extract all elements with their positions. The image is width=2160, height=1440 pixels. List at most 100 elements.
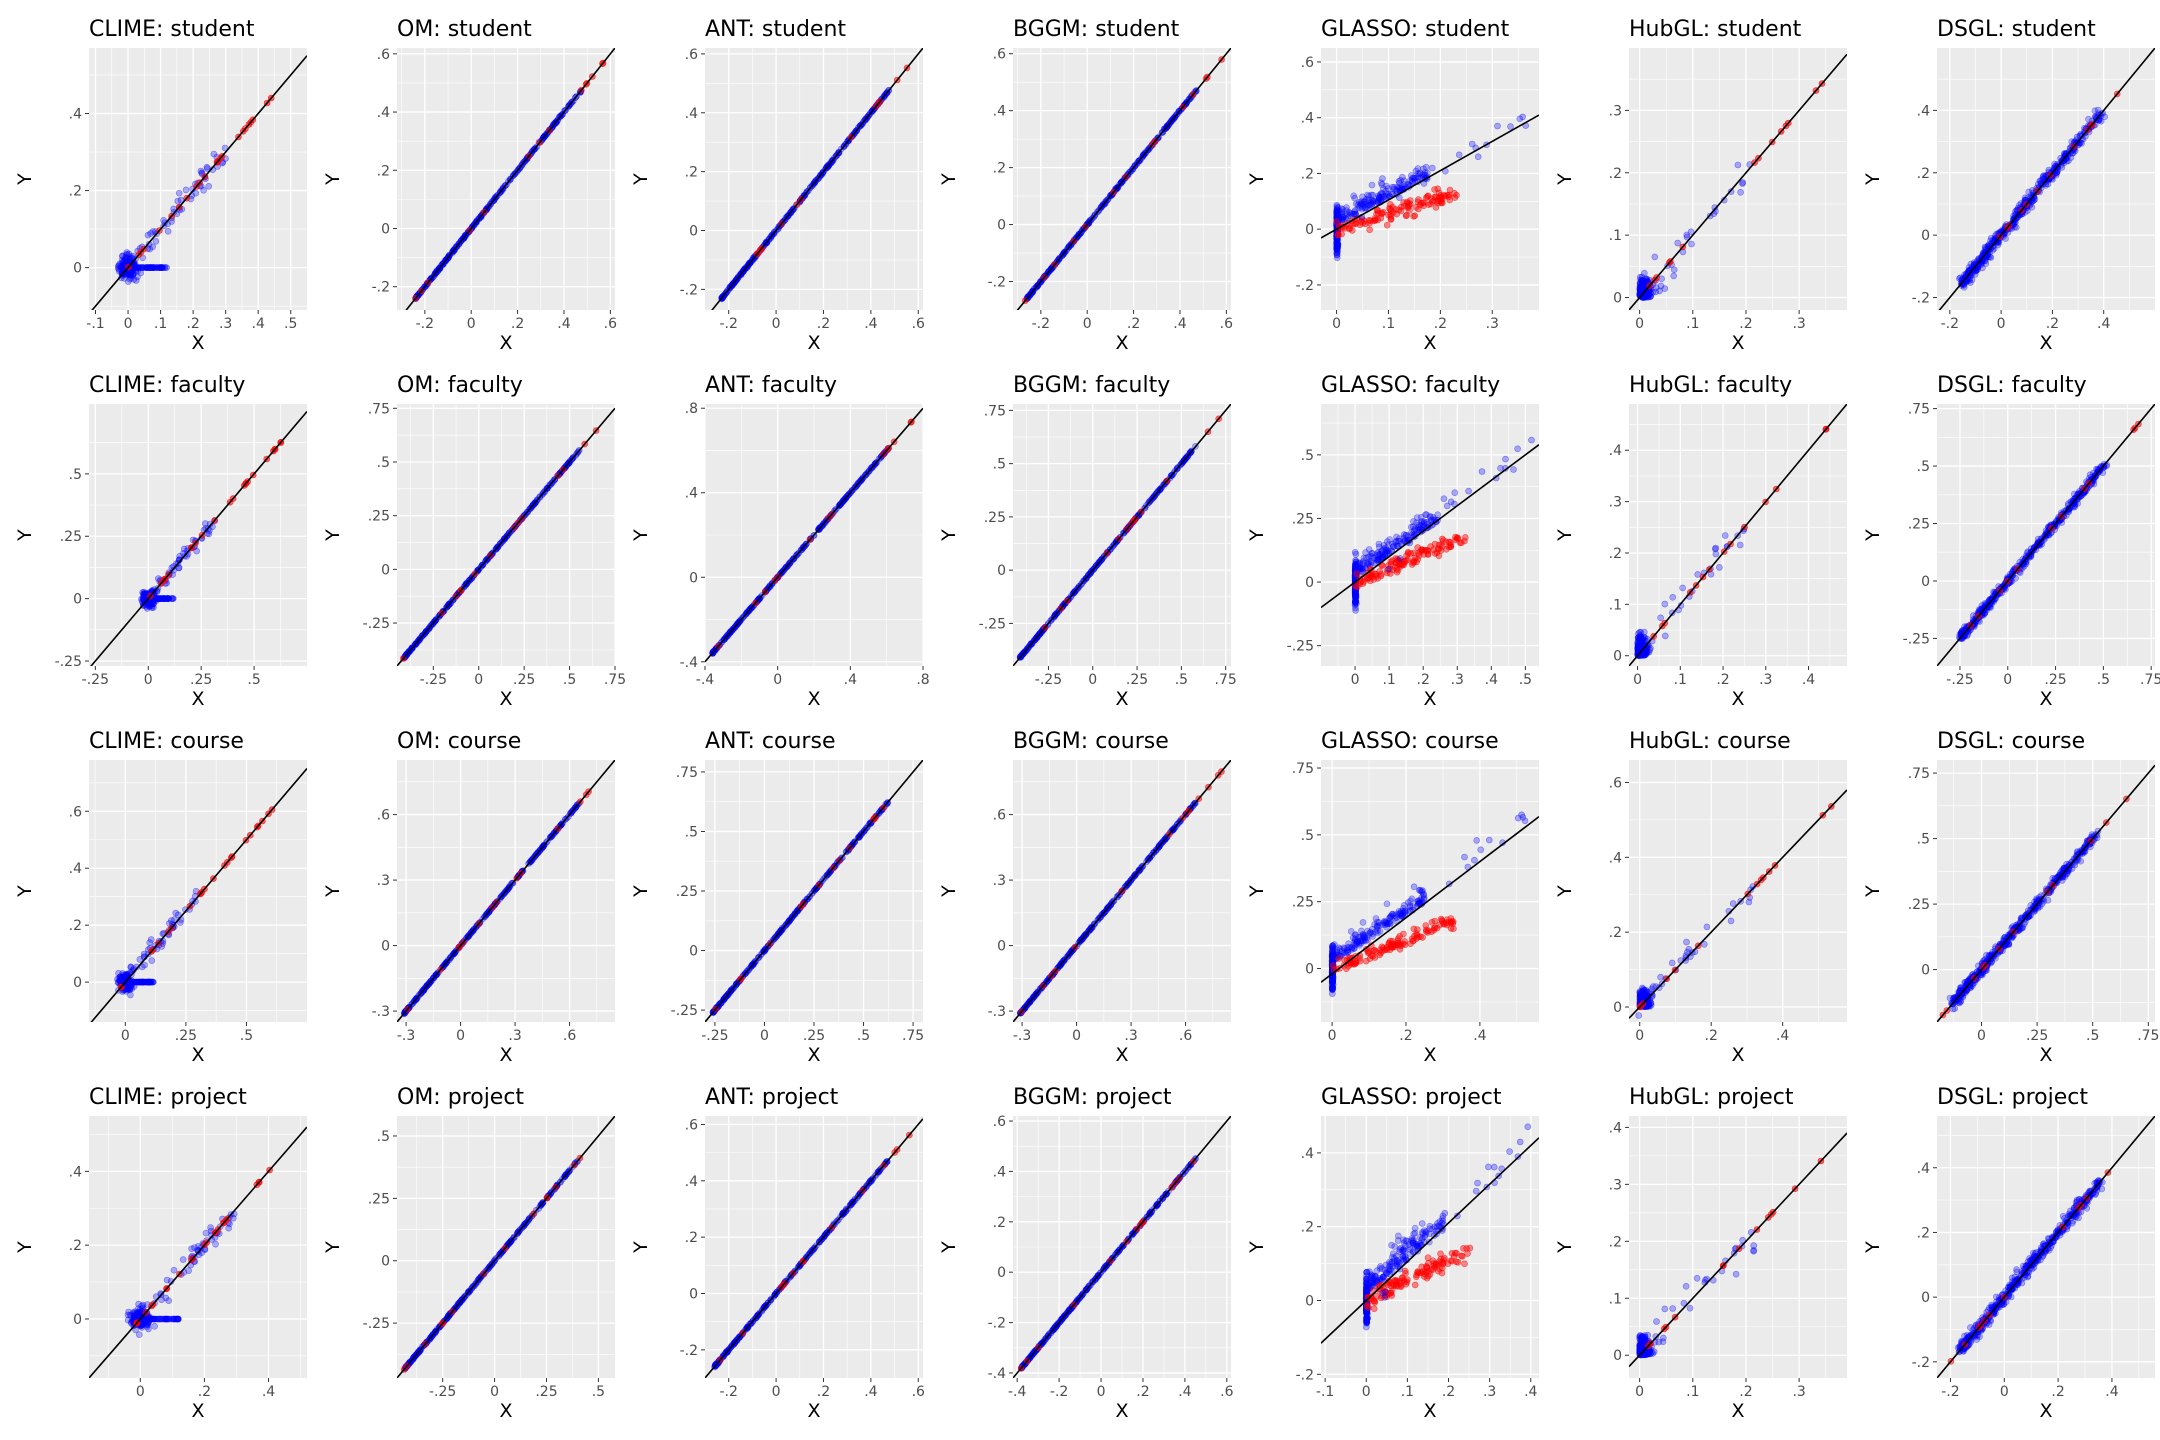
y-tick-label: .5 — [1301, 448, 1314, 464]
x-tick-label: .2 — [511, 316, 524, 332]
red-point — [1422, 546, 1430, 554]
x-tick-label: .3 — [1792, 316, 1805, 332]
blue-point — [1396, 555, 1404, 562]
blue-point — [143, 264, 151, 271]
blue-point — [154, 264, 161, 271]
blue-point — [1385, 565, 1392, 573]
y-tick-label: .6 — [685, 47, 698, 63]
blue-point — [1343, 204, 1350, 211]
red-point — [1393, 568, 1401, 576]
red-point — [1446, 186, 1454, 194]
blue-point — [114, 262, 122, 270]
y-tick-label: -.2 — [372, 280, 390, 296]
y-tick-label: -.2 — [1912, 291, 1930, 307]
x-tick-label: .5 — [563, 672, 576, 688]
blue-point — [143, 264, 150, 271]
y-tick-label: .4 — [993, 104, 1006, 120]
red-point — [1346, 225, 1353, 233]
blue-point — [146, 264, 153, 271]
y-tick-label: .3 — [1609, 103, 1622, 119]
blue-point — [1670, 266, 1678, 274]
blue-point — [1367, 552, 1374, 560]
y-tick-label: .5 — [993, 457, 1006, 473]
blue-point — [146, 264, 154, 271]
blue-point — [138, 264, 146, 271]
blue-point — [149, 264, 157, 271]
x-tick-label: .4 — [1802, 672, 1815, 688]
blue-point — [129, 271, 136, 278]
blue-point — [157, 264, 164, 271]
blue-point — [1368, 559, 1375, 567]
fit-line — [91, 55, 307, 310]
blue-point — [159, 264, 167, 271]
blue-point — [127, 274, 135, 282]
x-tick-label: .3 — [1451, 672, 1464, 688]
y-tick-label: .2 — [69, 184, 82, 200]
x-axis-label: X — [191, 332, 204, 354]
panel-title: OM: student — [397, 17, 532, 42]
x-tick-label: 0 — [1351, 672, 1360, 688]
y-tick-label: .3 — [1609, 495, 1622, 511]
x-axis-label: X — [807, 332, 820, 354]
blue-point — [151, 264, 159, 271]
blue-point — [1363, 195, 1370, 203]
blue-point — [132, 261, 139, 269]
blue-point — [1378, 181, 1386, 188]
blue-point — [117, 265, 125, 273]
blue-point — [129, 252, 137, 260]
panel-background — [1321, 404, 1539, 666]
blue-point — [115, 261, 123, 269]
x-tick-label: .2 — [1739, 316, 1752, 332]
blue-point — [119, 262, 126, 269]
y-tick-label: 0 — [1305, 575, 1314, 591]
y-tick-label: -.2 — [1296, 278, 1314, 294]
blue-point — [144, 264, 152, 271]
red-point — [1431, 186, 1438, 193]
y-tick-label: .4 — [377, 105, 390, 121]
red-point — [1410, 549, 1417, 557]
x-tick-label: .3 — [1759, 672, 1772, 688]
blue-point — [147, 230, 154, 237]
blue-point — [1411, 175, 1419, 182]
y-axis-label: Y — [322, 173, 344, 186]
y-tick-label: -.25 — [1287, 639, 1314, 655]
blue-point — [132, 277, 140, 284]
blue-point — [118, 262, 125, 270]
red-point — [1458, 539, 1465, 547]
blue-point — [126, 255, 134, 263]
x-tick-label: 0 — [144, 672, 153, 688]
blue-point — [148, 264, 155, 271]
blue-point — [174, 197, 182, 205]
blue-point — [1451, 489, 1459, 497]
blue-point — [118, 256, 126, 264]
blue-point — [1380, 541, 1388, 549]
blue-point — [115, 264, 122, 272]
blue-point — [1368, 197, 1376, 204]
blue-point — [1352, 598, 1359, 606]
x-tick-label: 0 — [474, 672, 483, 688]
red-point — [1353, 570, 1360, 578]
x-tick-label: .6 — [912, 316, 925, 332]
blue-point — [126, 275, 134, 283]
y-axis-label: Y — [630, 173, 652, 186]
y-tick-label: -.25 — [979, 616, 1006, 632]
blue-point — [126, 271, 133, 279]
blue-point — [158, 264, 166, 271]
blue-point — [1688, 240, 1695, 248]
blue-point — [158, 264, 166, 271]
x-tick-label: -.4 — [696, 672, 715, 688]
x-tick-label: 0 — [772, 316, 781, 332]
blue-point — [140, 264, 148, 271]
x-tick-label: .6 — [1220, 316, 1233, 332]
y-axis-label: Y — [630, 529, 652, 542]
blue-point — [125, 278, 132, 285]
x-tick-label: 0 — [124, 316, 133, 332]
blue-point — [1514, 445, 1521, 453]
y-tick-label: .2 — [1917, 166, 1930, 182]
